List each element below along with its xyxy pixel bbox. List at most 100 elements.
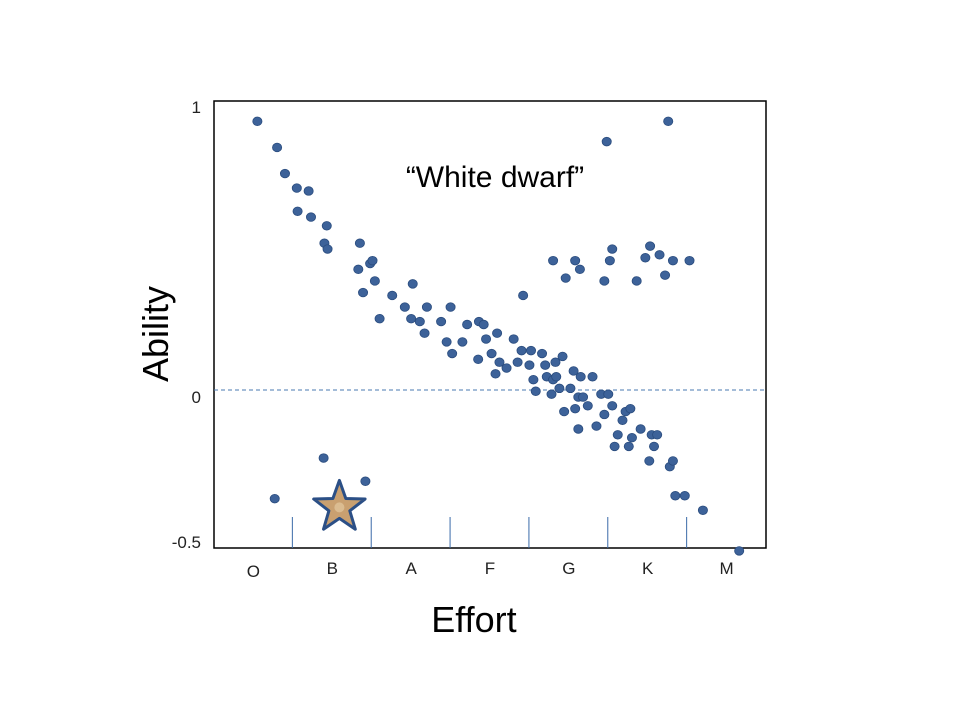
data-point bbox=[353, 264, 364, 275]
data-point bbox=[568, 366, 579, 376]
y-tick-label: -0.5 bbox=[172, 533, 201, 552]
data-point bbox=[360, 476, 371, 486]
highlight-star bbox=[312, 478, 367, 531]
data-point bbox=[626, 433, 637, 443]
annotation-white-dwarf: “White dwarf” bbox=[406, 161, 584, 194]
data-point bbox=[670, 491, 681, 501]
data-point bbox=[436, 316, 447, 327]
data-point bbox=[660, 270, 671, 280]
data-point bbox=[537, 348, 548, 359]
data-point bbox=[272, 142, 283, 153]
data-point bbox=[318, 453, 329, 463]
data-point bbox=[528, 374, 539, 385]
data-point bbox=[540, 360, 551, 370]
data-point bbox=[321, 221, 332, 231]
data-point bbox=[573, 424, 584, 434]
data-point bbox=[354, 238, 365, 248]
data-point bbox=[494, 357, 505, 367]
data-point bbox=[548, 255, 559, 266]
data-point bbox=[473, 354, 484, 365]
data-point bbox=[679, 491, 690, 501]
data-point bbox=[635, 424, 646, 434]
data-point bbox=[303, 186, 314, 196]
data-point bbox=[607, 244, 618, 254]
data-point bbox=[374, 313, 385, 324]
data-point bbox=[462, 319, 473, 330]
data-point bbox=[399, 302, 410, 312]
data-point bbox=[645, 241, 656, 251]
x-category-label: B bbox=[327, 559, 338, 578]
data-point bbox=[490, 369, 501, 379]
data-point bbox=[667, 255, 678, 266]
data-point bbox=[501, 363, 512, 373]
data-point bbox=[292, 206, 303, 216]
data-point bbox=[305, 212, 316, 222]
data-point bbox=[609, 441, 620, 452]
data-point bbox=[663, 116, 674, 127]
data-point bbox=[530, 386, 541, 396]
data-point bbox=[550, 357, 561, 367]
data-point bbox=[603, 389, 614, 399]
data-point bbox=[582, 401, 593, 411]
data-point bbox=[369, 276, 380, 286]
data-point bbox=[447, 348, 458, 359]
star-highlight-center bbox=[334, 502, 345, 513]
data-point bbox=[406, 313, 417, 324]
data-point bbox=[599, 276, 610, 286]
data-point bbox=[631, 276, 642, 286]
data-point bbox=[578, 392, 589, 402]
data-point bbox=[612, 430, 623, 440]
category-divider-ticks bbox=[291, 517, 688, 548]
data-point bbox=[623, 441, 634, 452]
data-point bbox=[654, 250, 665, 260]
data-point bbox=[587, 372, 598, 382]
data-point bbox=[524, 360, 535, 370]
data-point bbox=[560, 273, 571, 283]
data-point bbox=[617, 415, 628, 425]
x-axis-title: Effort bbox=[431, 599, 516, 640]
data-points bbox=[252, 116, 745, 556]
data-point bbox=[414, 316, 425, 327]
data-point bbox=[591, 421, 602, 431]
x-category-label: K bbox=[642, 559, 654, 578]
data-point bbox=[516, 345, 527, 356]
x-category-label: F bbox=[485, 559, 495, 578]
y-tick-labels: 1 0 -0.5 bbox=[172, 98, 201, 552]
data-point bbox=[652, 430, 663, 440]
data-point bbox=[551, 372, 562, 382]
data-point bbox=[421, 302, 432, 312]
data-point bbox=[557, 351, 568, 362]
data-point bbox=[565, 383, 576, 394]
data-point bbox=[640, 253, 651, 263]
x-category-label: M bbox=[719, 559, 733, 578]
data-point bbox=[508, 334, 519, 344]
data-point bbox=[570, 403, 581, 414]
data-point bbox=[554, 383, 565, 394]
data-point bbox=[419, 328, 430, 338]
x-category-label: O bbox=[247, 562, 260, 581]
data-point bbox=[367, 255, 378, 266]
data-point bbox=[601, 136, 612, 147]
y-axis-title: Ability bbox=[135, 286, 176, 382]
data-point bbox=[478, 319, 489, 330]
data-point bbox=[291, 183, 302, 193]
y-tick-label: 0 bbox=[192, 388, 201, 407]
data-point bbox=[252, 116, 263, 127]
data-point bbox=[649, 441, 660, 452]
data-point bbox=[445, 302, 456, 312]
plot-frame bbox=[213, 100, 767, 549]
data-point bbox=[575, 372, 586, 382]
y-tick-label: 1 bbox=[192, 98, 201, 117]
data-point bbox=[697, 505, 708, 515]
data-point bbox=[559, 406, 570, 417]
data-point bbox=[644, 456, 655, 466]
data-point bbox=[407, 279, 418, 289]
data-point bbox=[599, 409, 610, 420]
data-point bbox=[269, 493, 280, 504]
data-point bbox=[625, 403, 636, 414]
data-point bbox=[481, 334, 492, 344]
data-point bbox=[457, 337, 468, 347]
data-point bbox=[574, 264, 585, 275]
data-point bbox=[518, 290, 529, 301]
